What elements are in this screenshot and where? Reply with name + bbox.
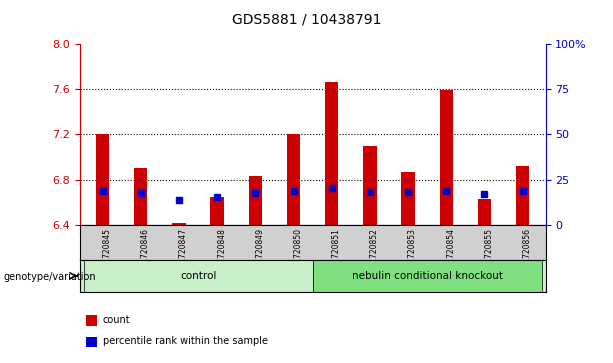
Text: GSM1720849: GSM1720849: [256, 228, 264, 279]
Bar: [96, 134, 109, 225]
Text: GSM1720845: GSM1720845: [102, 228, 112, 279]
Bar: [313, 260, 542, 292]
Bar: [325, 82, 338, 225]
Text: GSM1720852: GSM1720852: [370, 228, 379, 279]
Text: GSM1720855: GSM1720855: [484, 228, 493, 279]
Text: GSM1720851: GSM1720851: [332, 228, 341, 279]
Text: GSM1720850: GSM1720850: [294, 228, 303, 279]
Bar: [364, 146, 376, 225]
Bar: [172, 223, 186, 225]
Bar: [402, 172, 415, 225]
Text: GSM1720856: GSM1720856: [523, 228, 531, 279]
Text: GSM1720854: GSM1720854: [446, 228, 455, 279]
Text: control: control: [180, 271, 216, 281]
Text: GSM1720848: GSM1720848: [217, 228, 226, 279]
Text: GSM1720853: GSM1720853: [408, 228, 417, 279]
Bar: [440, 90, 453, 225]
Text: percentile rank within the sample: percentile rank within the sample: [103, 336, 268, 346]
Text: GDS5881 / 10438791: GDS5881 / 10438791: [232, 13, 381, 27]
Bar: [134, 168, 148, 225]
Bar: [210, 197, 224, 225]
Text: nebulin conditional knockout: nebulin conditional knockout: [352, 271, 503, 281]
Text: genotype/variation: genotype/variation: [3, 272, 96, 282]
Text: GSM1720847: GSM1720847: [179, 228, 188, 279]
Text: GSM1720846: GSM1720846: [141, 228, 150, 279]
Bar: [516, 166, 530, 225]
Bar: [287, 134, 300, 225]
Bar: [249, 176, 262, 225]
Bar: [83, 260, 313, 292]
Bar: [478, 199, 491, 225]
Text: count: count: [103, 315, 131, 325]
